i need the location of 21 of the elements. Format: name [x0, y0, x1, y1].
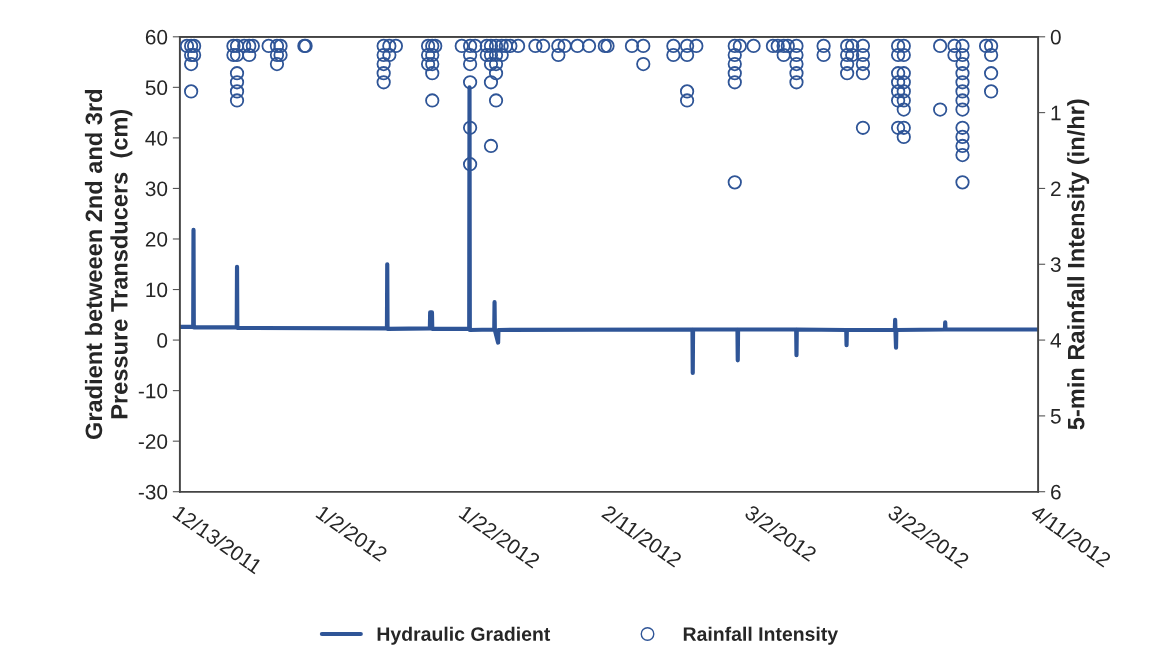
y-tick-label: -10 — [138, 383, 168, 399]
y-tick-label: 60 — [145, 29, 168, 45]
legend-label: Hydraulic Gradient — [377, 626, 551, 645]
y-tick-label: 0 — [157, 333, 168, 348]
y2-tick-label: 2 — [1051, 181, 1061, 196]
y-tick-label: 40 — [145, 130, 168, 146]
legend-label: Rainfall Intensity — [683, 626, 838, 645]
y2-tick-label: 5 — [1050, 409, 1061, 424]
y2-tick-label: 4 — [1050, 333, 1061, 348]
y2-tick-label: 3 — [1050, 257, 1061, 273]
y-tick-label: -20 — [138, 434, 168, 449]
y2-tick-label: 1 — [1051, 105, 1061, 121]
y2-axis-title: 5-min Rainfall Intensity (in/hr) — [1067, 99, 1090, 430]
y2-tick-label: 0 — [1050, 29, 1061, 45]
y2-tick-label: 6 — [1051, 484, 1061, 500]
y-tick-label: 50 — [145, 80, 168, 96]
y-tick-label: 30 — [145, 181, 168, 197]
y-tick-label: -30 — [138, 484, 168, 500]
y-axis-title: Gradient betweeen 2nd and 3rd Pressure Transducers (cm) — [84, 89, 133, 440]
y-tick-label: 10 — [146, 282, 168, 298]
y-tick-label: 20 — [145, 231, 168, 247]
